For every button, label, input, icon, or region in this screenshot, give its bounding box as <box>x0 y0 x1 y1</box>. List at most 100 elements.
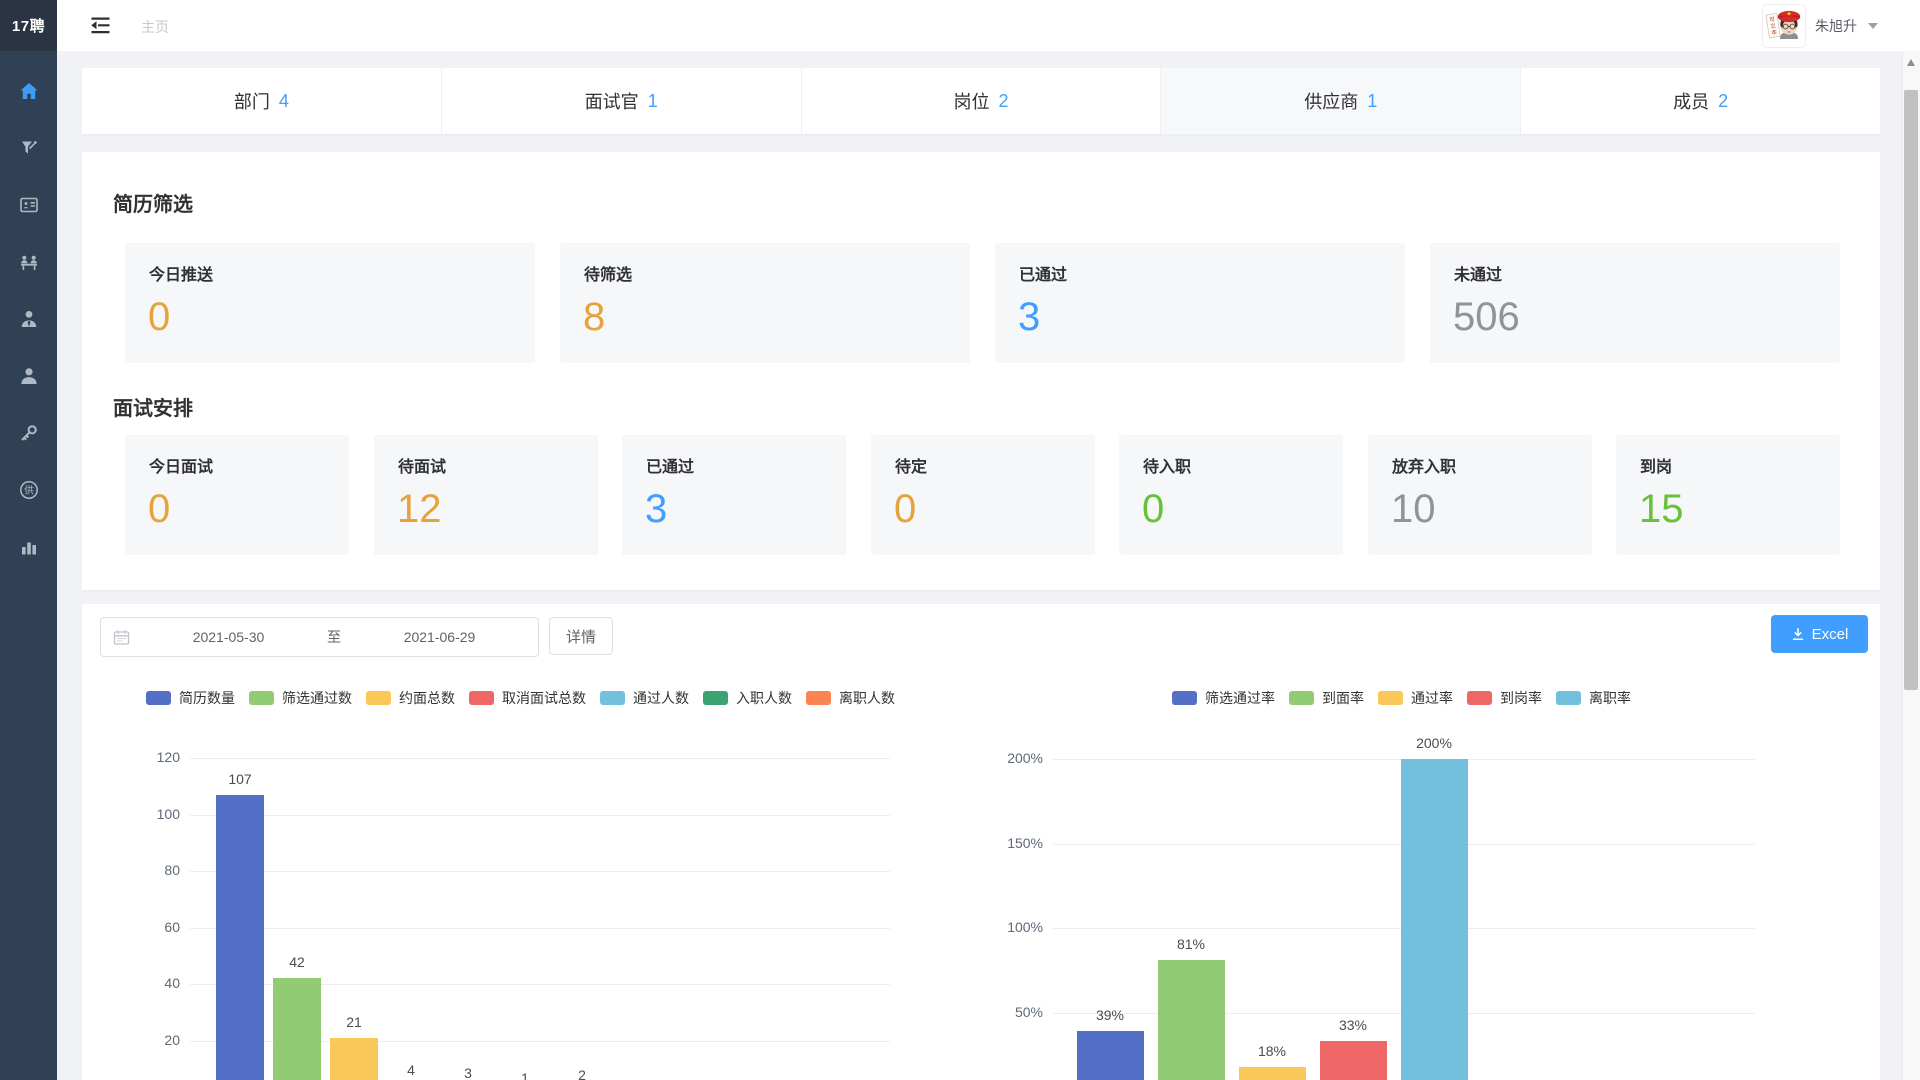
stat-card-label: 待面试 <box>398 459 447 476</box>
tab-成员[interactable]: 成员 2 <box>1521 68 1880 134</box>
tab-岗位[interactable]: 岗位 2 <box>801 68 1162 134</box>
user-name: 朱旭升 <box>1815 17 1857 34</box>
sidebar-item-member[interactable] <box>0 350 57 407</box>
detail-button[interactable]: 详情 <box>549 617 613 655</box>
stat-card-value: 0 <box>148 487 171 531</box>
sidebar-item-resume[interactable] <box>0 179 57 236</box>
legend-item-到面率[interactable]: 到面率 <box>1289 688 1364 708</box>
stat-card-label: 已通过 <box>646 459 695 476</box>
stat-card-label: 放弃入职 <box>1392 459 1457 476</box>
legend-item-筛选通过率[interactable]: 筛选通过率 <box>1172 688 1275 708</box>
legend-item-通过人数[interactable]: 通过人数 <box>600 688 689 708</box>
grid-line <box>190 1040 890 1042</box>
sidebar-fold-icon[interactable] <box>89 14 112 37</box>
tab-label: 岗位 <box>953 92 990 112</box>
top-header: 主页 可立本 朱旭升 <box>57 0 1920 51</box>
legend-label: 通过人数 <box>633 690 689 706</box>
sidebar-item-employee[interactable] <box>0 293 57 350</box>
legend-item-离职人数[interactable]: 离职人数 <box>806 688 895 708</box>
date-start-input[interactable]: 2021-05-30 <box>192 629 265 645</box>
bar-约面总数[interactable] <box>330 1037 378 1080</box>
scrollbar-up-arrow[interactable] <box>1907 59 1915 66</box>
stat-card-label: 今日面试 <box>149 459 214 476</box>
bar-到面率[interactable] <box>1157 960 1225 1080</box>
sidebar-item-supplier[interactable]: 供 <box>0 464 57 521</box>
legend-color-chip <box>1556 691 1581 705</box>
interview-arrangement-title: 面试安排 <box>113 398 193 420</box>
tab-供应商[interactable]: 供应商 1 <box>1161 68 1522 134</box>
stat-card-待入职: 待入职 0 <box>1119 435 1343 555</box>
legend-item-筛选通过数[interactable]: 筛选通过数 <box>249 688 352 708</box>
svg-text:可: 可 <box>1769 15 1776 23</box>
legend-item-通过率[interactable]: 通过率 <box>1378 688 1453 708</box>
tab-部门[interactable]: 部门 4 <box>82 68 442 134</box>
sidebar-item-statistics[interactable] <box>0 521 57 578</box>
stat-card-label: 待入职 <box>1143 459 1192 476</box>
stat-card-value: 0 <box>894 487 917 531</box>
date-range-picker[interactable]: 2021-05-30 至 2021-06-29 <box>100 617 539 657</box>
legend-label: 筛选通过率 <box>1205 690 1275 706</box>
legend-item-入职人数[interactable]: 入职人数 <box>703 688 792 708</box>
stat-card-value: 8 <box>583 295 606 339</box>
legend-label: 通过率 <box>1411 690 1453 706</box>
y-axis-tick-label: 50% <box>1014 1003 1043 1020</box>
legend-label: 到面率 <box>1322 690 1364 706</box>
y-axis-tick-label: 200% <box>1007 750 1043 766</box>
tab-count: 1 <box>647 90 658 111</box>
stat-card-今日推送: 今日推送 0 <box>125 243 535 363</box>
legend-item-取消面试总数[interactable]: 取消面试总数 <box>469 688 586 708</box>
sidebar-item-permission[interactable] <box>0 407 57 464</box>
legend-color-chip <box>1467 691 1492 705</box>
legend-color-chip <box>1289 691 1314 705</box>
bar-简历数量[interactable] <box>216 794 264 1080</box>
legend-item-到岗率[interactable]: 到岗率 <box>1467 688 1542 708</box>
y-axis-tick-label: 120 <box>156 749 180 765</box>
sidebar-item-recruitment[interactable] <box>0 122 57 179</box>
y-axis-tick-label: 40 <box>164 975 180 991</box>
legend-color-chip <box>600 691 625 705</box>
svg-text:供: 供 <box>24 485 34 497</box>
sidebar-menu: 供 <box>0 65 57 578</box>
legend-color-chip <box>469 691 494 705</box>
date-end-input[interactable]: 2021-06-29 <box>403 629 476 645</box>
stat-card-label: 已通过 <box>1019 267 1068 284</box>
legend-label: 筛选通过数 <box>282 690 352 706</box>
stat-card-已通过: 已通过 3 <box>622 435 846 555</box>
grid-line <box>190 814 890 816</box>
bar-筛选通过率[interactable] <box>1076 1031 1144 1080</box>
bar-筛选通过数[interactable] <box>273 978 321 1080</box>
download-icon <box>1791 627 1805 641</box>
legend-item-离职率[interactable]: 离职率 <box>1556 688 1631 708</box>
excel-export-button[interactable]: Excel <box>1771 615 1868 653</box>
bar-离职率[interactable] <box>1400 759 1468 1080</box>
bar-value-label: 3 <box>464 1064 472 1080</box>
scrollbar-thumb[interactable] <box>1904 90 1918 690</box>
bar-value-label: 33% <box>1338 1017 1368 1034</box>
legend-color-chip <box>703 691 728 705</box>
user-menu[interactable]: 可立本 朱旭升 <box>1762 0 1878 51</box>
tab-面试官[interactable]: 面试官 1 <box>441 68 802 134</box>
stat-card-value: 15 <box>1639 487 1684 531</box>
legend-color-chip <box>366 691 391 705</box>
tab-label: 面试官 <box>584 92 639 112</box>
svg-text:立: 立 <box>1770 21 1777 30</box>
right-chart-legend: 筛选通过率 到面率 通过率 到岗率 离职率 <box>1172 688 1645 708</box>
svg-text:本: 本 <box>1771 27 1778 36</box>
grid-line <box>190 984 890 985</box>
y-axis-tick-label: 80 <box>164 862 180 878</box>
bar-到岗率[interactable] <box>1319 1041 1387 1080</box>
tab-label: 成员 <box>1673 92 1710 112</box>
stat-card-label: 到岗 <box>1640 459 1673 476</box>
tab-count: 2 <box>998 90 1009 111</box>
sidebar-item-home[interactable] <box>0 65 57 122</box>
sidebar-item-interview[interactable] <box>0 236 57 293</box>
interview-icon <box>18 251 40 278</box>
legend-item-简历数量[interactable]: 简历数量 <box>146 688 235 708</box>
stat-card-今日面试: 今日面试 0 <box>125 435 349 555</box>
bar-通过率[interactable] <box>1238 1066 1306 1080</box>
legend-item-约面总数[interactable]: 约面总数 <box>366 688 455 708</box>
stat-card-value: 0 <box>148 295 171 339</box>
bar-value-label: 4 <box>407 1061 415 1078</box>
tab-label: 部门 <box>233 92 270 112</box>
key-icon <box>18 422 40 449</box>
